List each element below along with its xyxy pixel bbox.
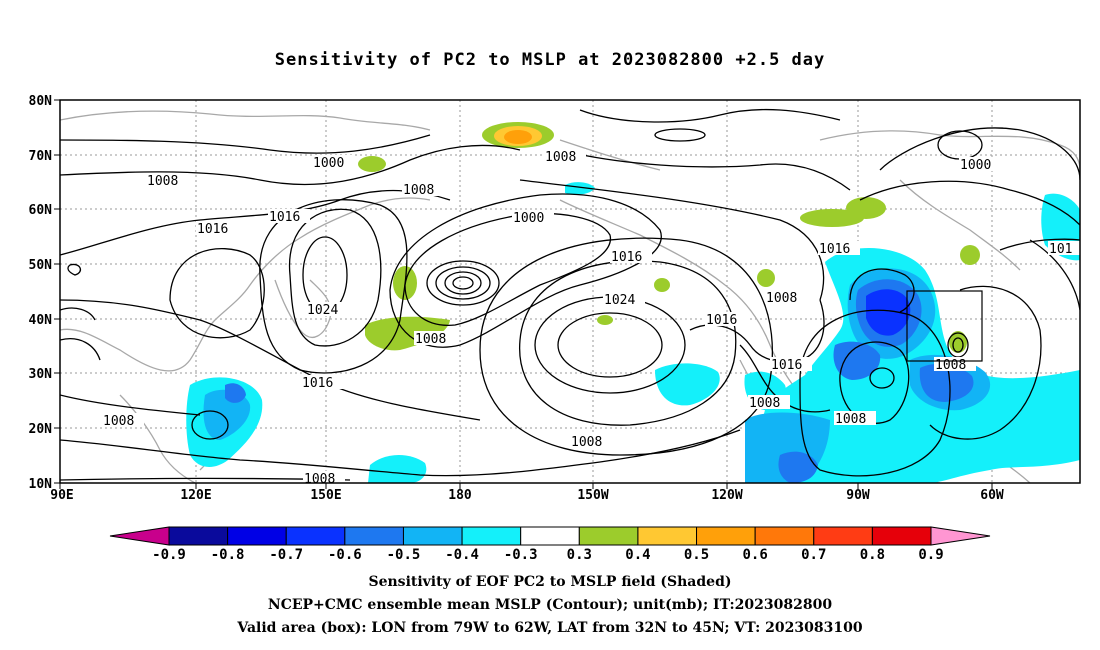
- lon-tick-label: 90W: [846, 488, 870, 503]
- colorbar-cell: [168, 526, 229, 546]
- lat-tick-label: 40N: [29, 313, 53, 328]
- contour-label: 1008: [304, 472, 335, 487]
- map-frame: [59, 99, 1081, 484]
- contour-label: 1008: [545, 150, 576, 165]
- contour-label: 1024: [307, 303, 338, 318]
- colorbar-label: -0.9: [152, 547, 186, 563]
- colorbar-label: -0.4: [445, 547, 479, 563]
- map-field: 1000 1008 1008 1000 1008 1016 1016 1000 …: [60, 100, 1080, 487]
- colorbar-cell: [402, 526, 463, 546]
- colorbar-cell: [285, 526, 346, 546]
- lon-tick-label: 150W: [577, 488, 608, 503]
- lon-tick-label: 150E: [310, 488, 341, 503]
- lat-tick-label: 30N: [29, 367, 53, 382]
- contour-labels: 1000 1008 1008 1000 1008 1016 1016 1000 …: [102, 149, 1080, 487]
- contour-label: 1008: [766, 291, 797, 306]
- lat-tick-label: 60N: [29, 203, 53, 218]
- caption-shading: Sensitivity of EOF PC2 to MSLP field (Sh…: [368, 574, 732, 590]
- contour-label: 101: [1049, 242, 1072, 257]
- colorbar-high-arrow: [930, 526, 991, 546]
- contour-label: 1008: [415, 332, 446, 347]
- colorbar-label: -0.6: [328, 547, 362, 563]
- lon-tick-label: 60W: [980, 488, 1004, 503]
- contour-label: 1008: [571, 435, 602, 450]
- lat-tick-label: 80N: [29, 94, 53, 109]
- contour-label: 1000: [313, 156, 344, 171]
- contour-label: 1016: [706, 313, 737, 328]
- colorbar-low-arrow: [109, 526, 170, 546]
- shading-negative: [186, 182, 1080, 483]
- colorbar-cell: [754, 526, 815, 546]
- colorbar-cell: [578, 526, 639, 546]
- lat-axis: 80N 70N 60N 50N 40N 30N 20N 10N: [29, 94, 60, 492]
- contour-label: 1016: [302, 376, 333, 391]
- mslp-contours: [60, 108, 1080, 481]
- plot-title: Sensitivity of PC2 to MSLP at 2023082800…: [274, 50, 826, 70]
- colorbar-label: -0.5: [387, 547, 421, 563]
- colorbar-label: 0.7: [801, 547, 826, 563]
- contour-label: 1008: [403, 183, 434, 198]
- valid-area-box: [906, 290, 983, 362]
- colorbar-label: 0.8: [860, 547, 885, 563]
- contour-label: 1016: [269, 210, 300, 225]
- colorbar-label: -0.7: [269, 547, 303, 563]
- caption-valid-area: Valid area (box): LON from 79W to 62W, L…: [237, 620, 863, 636]
- colorbar-label: -0.3: [504, 547, 538, 563]
- contour-label: 1008: [147, 174, 178, 189]
- colorbar-label: -0.8: [211, 547, 245, 563]
- lon-axis: 90E 120E 150E 180 150W 120W 90W 60W: [50, 483, 1004, 503]
- contour-label: 1008: [103, 414, 134, 429]
- colorbar-label: 0.3: [567, 547, 592, 563]
- lon-tick-label: 120W: [711, 488, 742, 503]
- lat-tick-label: 10N: [29, 477, 53, 492]
- lon-tick-label: 90E: [50, 488, 73, 503]
- contour-label: 1008: [749, 396, 780, 411]
- contour-label: 1008: [935, 358, 966, 373]
- colorbar-cell: [227, 526, 287, 546]
- contour-label: 1016: [771, 358, 802, 373]
- lon-tick-label: 120E: [180, 488, 211, 503]
- lat-tick-label: 50N: [29, 258, 53, 273]
- colorbar-label: 0.9: [918, 547, 943, 563]
- contour-label: 1016: [611, 250, 642, 265]
- colorbar-cell: [871, 526, 932, 546]
- caption-contour: NCEP+CMC ensemble mean MSLP (Contour); u…: [267, 597, 833, 613]
- colorbar-cell: [813, 526, 873, 546]
- contour-label: 1016: [819, 242, 850, 257]
- colorbar-cell: [637, 526, 698, 546]
- colorbar-cell: [520, 526, 580, 546]
- contour-label: 1008: [835, 412, 866, 427]
- colorbar-label: 0.4: [625, 547, 650, 563]
- lat-tick-label: 20N: [29, 422, 53, 437]
- contour-label: 1024: [604, 293, 635, 308]
- colorbar-cell: [696, 526, 756, 546]
- contour-label: 1000: [513, 211, 544, 226]
- colorbar-cell: [461, 526, 522, 546]
- colorbar-label: 0.6: [743, 547, 768, 563]
- contour-label: 1016: [197, 222, 228, 237]
- colorbar: -0.9 -0.8 -0.7 -0.6 -0.5 -0.4 -0.3 0.3 0.4 0.5 0.6…: [109, 526, 991, 563]
- colorbar-cell: [344, 526, 404, 546]
- lon-tick-label: 180: [448, 488, 472, 503]
- contour-label: 1000: [960, 158, 991, 173]
- lat-tick-label: 70N: [29, 149, 53, 164]
- colorbar-label: 0.5: [684, 547, 709, 563]
